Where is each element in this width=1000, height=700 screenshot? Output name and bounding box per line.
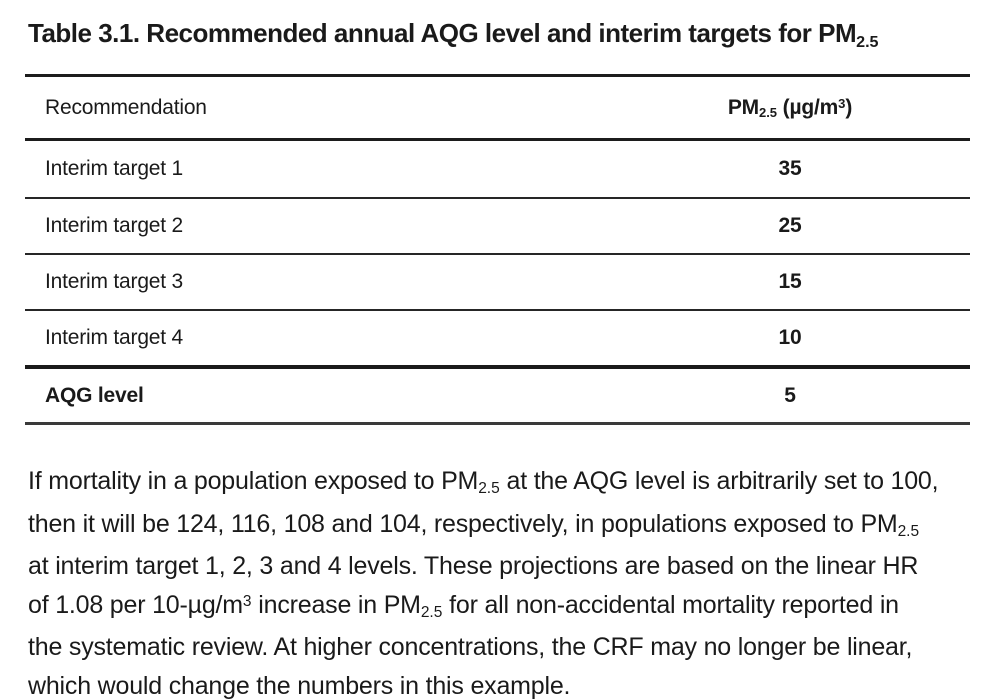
table-row-interim-target-1: Interim target 1 35	[25, 141, 970, 199]
text-segment: at the AQG level is arbitrarily set to 1…	[499, 467, 939, 495]
pm-subscript: 2.5	[420, 603, 443, 621]
pm-subscript: 2.5	[897, 522, 920, 540]
paragraph-line-5: the systematic review. At higher concent…	[28, 628, 988, 667]
pm-label: PM	[727, 95, 759, 119]
row-label: Interim target 1	[45, 157, 184, 180]
row-label: Interim target 4	[45, 326, 184, 349]
aqg-targets-table: Recommendation PM2.5 (µg/m3) Interim tar…	[25, 74, 970, 425]
paragraph-line-3: at interim target 1, 2, 3 and 4 levels. …	[28, 547, 988, 586]
unit-superscript: 3	[242, 592, 252, 610]
table-row-interim-target-2: Interim target 2 25	[25, 199, 970, 255]
paragraph-line-4: of 1.08 per 10-µg/m3 increase in PM2.5 f…	[28, 586, 988, 629]
text-segment: which would change the numbers in this e…	[28, 671, 571, 700]
table-row-interim-target-3: Interim target 3 15	[25, 255, 970, 311]
table-row-aqg-level: AQG level 5	[25, 369, 970, 425]
text-segment: then it will be 124, 116, 108 and 104, r…	[28, 509, 898, 538]
column-header-recommendation: Recommendation	[45, 95, 207, 119]
table-number: Table 3.1.	[28, 18, 140, 48]
unit-label: (µg/m	[777, 95, 839, 119]
row-label: AQG level	[45, 383, 144, 407]
row-value: 25	[778, 214, 802, 237]
table-top-rule	[25, 74, 970, 77]
table-caption-subscript: 2.5	[856, 32, 879, 51]
pm-subscript: 2.5	[478, 480, 500, 498]
paragraph-line-6: which would change the numbers in this e…	[28, 667, 988, 700]
text-segment: for all non-accidental mortality reporte…	[442, 590, 899, 619]
row-value: 15	[778, 270, 802, 293]
row-value: 35	[778, 157, 802, 180]
text-segment: the systematic review. At higher concent…	[28, 633, 913, 661]
body-paragraph: If mortality in a population exposed to …	[28, 462, 988, 700]
unit-close: )	[845, 95, 853, 119]
table-caption: Table 3.1. Recommended annual AQG level …	[28, 16, 879, 54]
text-segment: at interim target 1, 2, 3 and 4 levels. …	[28, 552, 919, 580]
pm-subscript: 2.5	[758, 105, 778, 121]
paragraph-line-2: then it will be 124, 116, 108 and 104, r…	[28, 505, 988, 548]
table-row-interim-target-4: Interim target 4 10	[25, 311, 970, 369]
text-segment: increase in PM	[251, 590, 421, 619]
table-caption-text: Recommended annual AQG level and interim…	[139, 18, 857, 48]
unit-superscript: 3	[838, 95, 846, 111]
row-label: Interim target 2	[45, 214, 184, 237]
row-value: 5	[784, 383, 796, 407]
row-value: 10	[778, 326, 802, 349]
row-label: Interim target 3	[45, 270, 184, 293]
text-segment: of 1.08 per 10-µg/m	[28, 590, 243, 619]
column-header-pm25: PM2.5 (µg/m3)	[610, 95, 970, 121]
table-header-row: Recommendation PM2.5 (µg/m3)	[25, 77, 970, 141]
text-segment: If mortality in a population exposed to …	[28, 467, 479, 495]
paragraph-line-1: If mortality in a population exposed to …	[28, 462, 988, 505]
